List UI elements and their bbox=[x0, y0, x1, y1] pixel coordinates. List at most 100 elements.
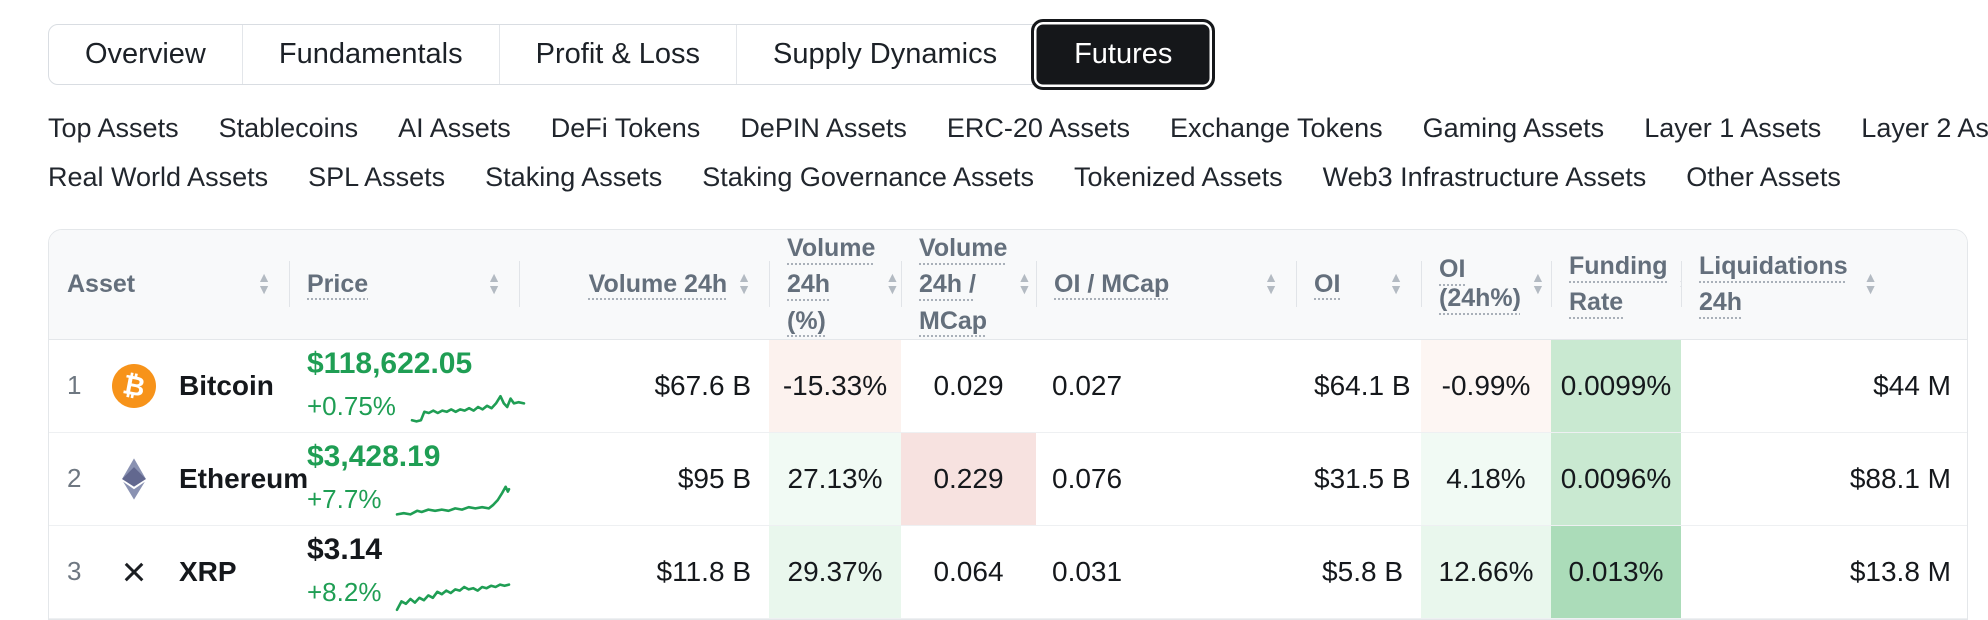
volume-24h-pct-value: 27.13% bbox=[769, 432, 901, 526]
sort-icon[interactable] bbox=[1531, 272, 1545, 296]
rank: 1 bbox=[67, 370, 82, 401]
column-label: Volume 24h (%) bbox=[787, 234, 876, 335]
sort-icon[interactable] bbox=[487, 272, 501, 296]
volume-24h-mcap-value: 0.029 bbox=[901, 339, 1036, 433]
funding-rate-value: 0.0099% bbox=[1551, 339, 1681, 433]
sort-icon[interactable] bbox=[737, 272, 751, 296]
category-erc20-assets[interactable]: ERC-20 Assets bbox=[946, 113, 1130, 143]
price-sparkline bbox=[397, 482, 509, 518]
column-header-volume-24h-pct[interactable]: Volume 24h (%) bbox=[769, 230, 901, 340]
futures-table: Asset Price Volume 24h Volume 24h (%) bbox=[48, 229, 1968, 620]
sort-icon[interactable] bbox=[1017, 272, 1031, 296]
column-header-oi-24h[interactable]: OI (24h%) bbox=[1421, 230, 1551, 340]
sort-icon[interactable] bbox=[1264, 272, 1278, 296]
column-label: Liquidations 24h bbox=[1699, 252, 1848, 317]
futures-dashboard: Overview Fundamentals Profit & Loss Supp… bbox=[0, 0, 1988, 562]
category-layer2-assets[interactable]: Layer 2 Assets bbox=[1861, 113, 1988, 143]
volume-24h-mcap-value: 0.229 bbox=[901, 432, 1036, 526]
asset-name: Ethereum bbox=[179, 462, 309, 494]
oi-value: $5.8 B bbox=[1296, 525, 1421, 619]
volume-24h-value: $67.6 B bbox=[519, 339, 769, 433]
tab-supply-dynamics[interactable]: Supply Dynamics bbox=[737, 25, 1035, 84]
category-row-1: Top Assets Stablecoins AI Assets DeFi To… bbox=[48, 113, 1988, 144]
sort-icon[interactable] bbox=[257, 272, 271, 296]
category-defi-tokens[interactable]: DeFi Tokens bbox=[550, 113, 701, 143]
price-change: +0.75% bbox=[307, 391, 396, 422]
volume-24h-mcap-value: 0.064 bbox=[901, 525, 1036, 619]
price-value: $3,428.19 bbox=[307, 439, 441, 473]
category-real-world-assets[interactable]: Real World Assets bbox=[48, 162, 269, 192]
oi-value: $31.5 B bbox=[1296, 432, 1421, 526]
category-gaming-assets[interactable]: Gaming Assets bbox=[1422, 113, 1605, 143]
sort-icon[interactable] bbox=[885, 272, 899, 296]
column-header-volume-24h[interactable]: Volume 24h bbox=[519, 230, 769, 340]
price-change: +7.7% bbox=[307, 484, 382, 515]
funding-rate-value: 0.0096% bbox=[1551, 432, 1681, 526]
liquidations-24h-value: $44 M bbox=[1681, 339, 1967, 433]
view-tabs: Overview Fundamentals Profit & Loss Supp… bbox=[48, 19, 1216, 90]
column-header-oi-mcap[interactable]: OI / MCap bbox=[1036, 230, 1296, 340]
ethereum-icon bbox=[111, 458, 157, 500]
xrp-icon: × bbox=[121, 547, 147, 595]
price-sparkline bbox=[397, 575, 509, 611]
column-header-oi[interactable]: OI bbox=[1296, 230, 1421, 340]
price-value: $118,622.05 bbox=[307, 346, 473, 380]
column-label: OI (24h%) bbox=[1439, 255, 1521, 313]
oi-24h-value: 4.18% bbox=[1421, 432, 1551, 526]
category-other-assets[interactable]: Other Assets bbox=[1686, 162, 1841, 192]
category-depin-assets[interactable]: DePIN Assets bbox=[740, 113, 907, 143]
tab-overview[interactable]: Overview bbox=[49, 25, 243, 84]
asset-name: XRP bbox=[179, 555, 237, 587]
table-header: Asset Price Volume 24h Volume 24h (%) bbox=[49, 230, 1967, 340]
category-row-2: Real World Assets SPL Assets Staking Ass… bbox=[48, 162, 1988, 193]
category-staking-governance-assets[interactable]: Staking Governance Assets bbox=[702, 162, 1034, 192]
category-ai-assets[interactable]: AI Assets bbox=[398, 113, 511, 143]
category-layer1-assets[interactable]: Layer 1 Assets bbox=[1644, 113, 1822, 143]
funding-rate-value: 0.013% bbox=[1551, 525, 1681, 619]
column-label: Asset bbox=[67, 269, 136, 298]
category-spl-assets[interactable]: SPL Assets bbox=[308, 162, 446, 192]
volume-24h-value: $11.8 B bbox=[519, 525, 769, 619]
bitcoin-icon: ₿ bbox=[108, 360, 160, 412]
volume-24h-value: $95 B bbox=[519, 432, 769, 526]
sort-icon[interactable] bbox=[1864, 272, 1878, 296]
column-label: Volume 24h bbox=[588, 269, 728, 298]
oi-24h-value: -0.99% bbox=[1421, 339, 1551, 433]
column-label: OI / MCap bbox=[1054, 269, 1170, 298]
category-web3-infrastructure-assets[interactable]: Web3 Infrastructure Assets bbox=[1322, 162, 1647, 192]
liquidations-24h-value: $88.1 M bbox=[1681, 432, 1967, 526]
column-header-liquidations-24h[interactable]: Liquidations 24h bbox=[1681, 230, 1967, 340]
oi-value: $64.1 B bbox=[1296, 339, 1421, 433]
tab-fundamentals[interactable]: Fundamentals bbox=[243, 25, 500, 84]
column-label: OI bbox=[1314, 269, 1341, 298]
liquidations-24h-value: $13.8 M bbox=[1681, 525, 1967, 619]
category-exchange-tokens[interactable]: Exchange Tokens bbox=[1169, 113, 1383, 143]
oi-mcap-value: 0.031 bbox=[1036, 525, 1296, 619]
category-tokenized-assets[interactable]: Tokenized Assets bbox=[1073, 162, 1283, 192]
category-staking-assets[interactable]: Staking Assets bbox=[485, 162, 663, 192]
table-row-xrp[interactable]: 3 × XRP $3.14 +8.2% $11.8 B 29.37% bbox=[49, 525, 1967, 619]
column-header-volume-24h-mcap[interactable]: Volume 24h / MCap bbox=[901, 230, 1036, 340]
table-row-ethereum[interactable]: 2 Ethereum $3,428. bbox=[49, 432, 1967, 526]
category-filter-bar: Top Assets Stablecoins AI Assets DeFi To… bbox=[48, 113, 1988, 193]
tab-profit-loss[interactable]: Profit & Loss bbox=[500, 25, 738, 84]
oi-mcap-value: 0.027 bbox=[1036, 339, 1296, 433]
oi-24h-value: 12.66% bbox=[1421, 525, 1551, 619]
price-value: $3.14 bbox=[307, 532, 383, 566]
volume-24h-pct-value: 29.37% bbox=[769, 525, 901, 619]
tab-futures[interactable]: Futures bbox=[1031, 19, 1216, 90]
column-header-funding-rate[interactable]: Funding Rate bbox=[1551, 230, 1681, 340]
table-row-bitcoin[interactable]: 1 ₿ Bitcoin $118,622.05 +0.75% $67.6 B bbox=[49, 339, 1967, 433]
sort-icon[interactable] bbox=[1389, 272, 1403, 296]
column-label: Funding Rate bbox=[1569, 252, 1668, 317]
column-header-asset[interactable]: Asset bbox=[49, 230, 289, 340]
volume-24h-pct-value: -15.33% bbox=[769, 339, 901, 433]
category-top-assets[interactable]: Top Assets bbox=[48, 113, 179, 143]
rank: 2 bbox=[67, 463, 82, 494]
price-sparkline bbox=[412, 389, 524, 425]
asset-name: Bitcoin bbox=[179, 369, 274, 401]
category-stablecoins[interactable]: Stablecoins bbox=[218, 113, 359, 143]
column-header-price[interactable]: Price bbox=[289, 230, 519, 340]
column-label: Volume 24h / MCap bbox=[919, 234, 1008, 335]
rank: 3 bbox=[67, 556, 82, 587]
